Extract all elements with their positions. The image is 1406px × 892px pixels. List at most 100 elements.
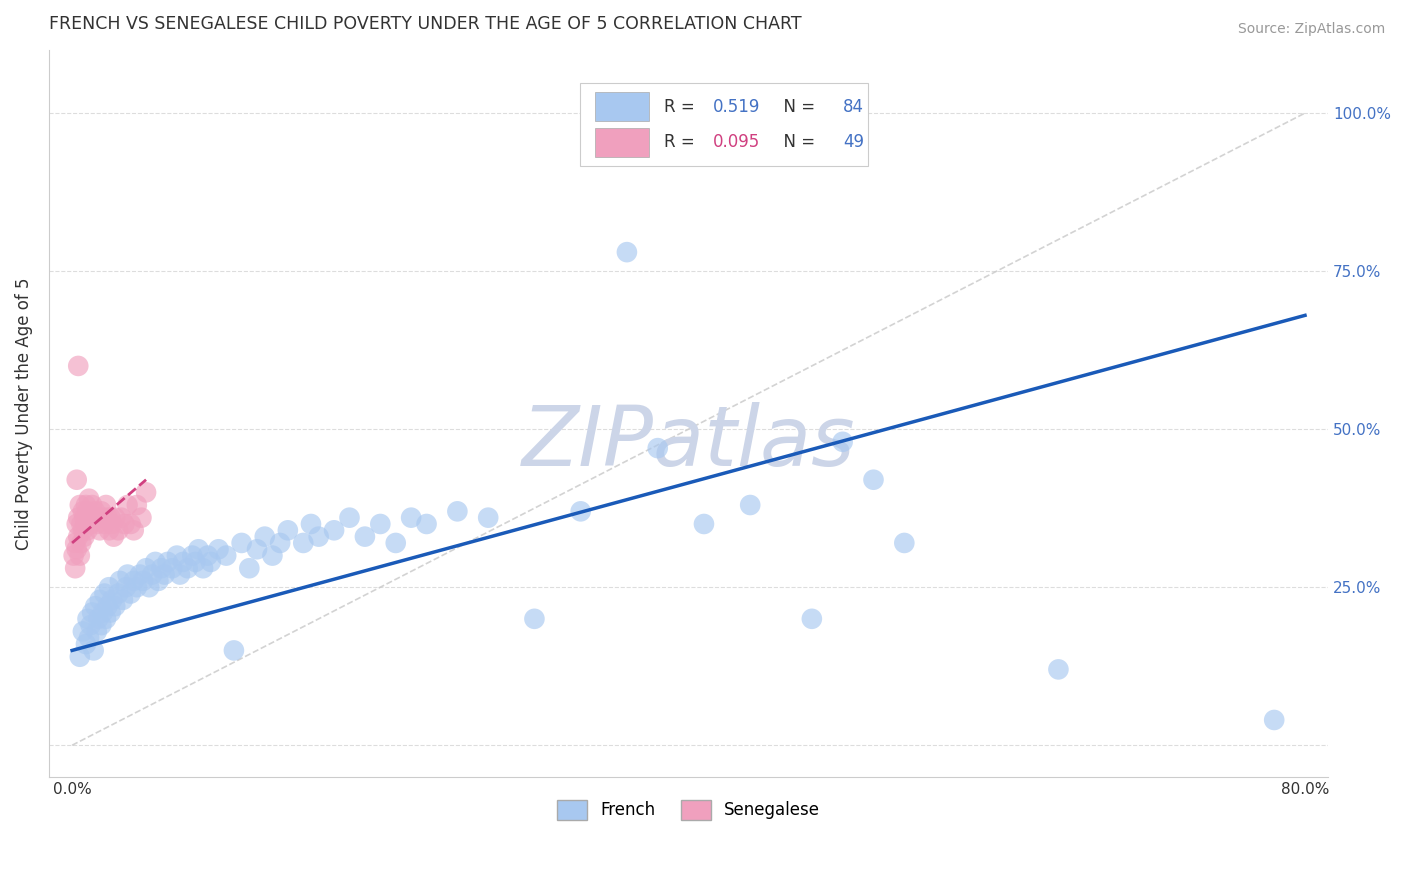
Text: Source: ZipAtlas.com: Source: ZipAtlas.com bbox=[1237, 22, 1385, 37]
Point bbox=[222, 643, 245, 657]
Point bbox=[339, 510, 361, 524]
Point bbox=[569, 504, 592, 518]
Point bbox=[87, 612, 110, 626]
Point bbox=[63, 536, 86, 550]
Point bbox=[101, 516, 124, 531]
Point bbox=[115, 580, 138, 594]
Point bbox=[63, 561, 86, 575]
Point bbox=[87, 510, 110, 524]
Point bbox=[108, 574, 131, 588]
Point bbox=[800, 612, 823, 626]
Point bbox=[125, 498, 148, 512]
Point bbox=[96, 510, 118, 524]
Point bbox=[117, 498, 139, 512]
Point bbox=[120, 516, 142, 531]
FancyBboxPatch shape bbox=[595, 92, 650, 121]
Point bbox=[66, 473, 89, 487]
Point bbox=[111, 592, 134, 607]
Point bbox=[184, 555, 207, 569]
Point bbox=[94, 612, 117, 626]
Point bbox=[292, 536, 315, 550]
Point bbox=[117, 567, 139, 582]
Point bbox=[197, 549, 219, 563]
Point bbox=[69, 498, 91, 512]
Text: N =: N = bbox=[773, 133, 820, 151]
Point bbox=[125, 580, 148, 594]
Text: R =: R = bbox=[664, 133, 700, 151]
Point bbox=[131, 510, 153, 524]
Point bbox=[93, 516, 115, 531]
FancyBboxPatch shape bbox=[595, 128, 650, 157]
Point bbox=[299, 516, 322, 531]
Point bbox=[86, 624, 108, 639]
Point bbox=[69, 549, 91, 563]
Point bbox=[384, 536, 406, 550]
Point bbox=[138, 580, 160, 594]
Point bbox=[187, 542, 209, 557]
Point bbox=[693, 516, 716, 531]
Point bbox=[89, 592, 111, 607]
Point bbox=[107, 586, 129, 600]
Point bbox=[200, 555, 222, 569]
Point bbox=[253, 530, 276, 544]
Point bbox=[73, 510, 96, 524]
Point bbox=[153, 567, 176, 582]
Point bbox=[162, 561, 184, 575]
Point bbox=[101, 592, 124, 607]
Point bbox=[176, 561, 198, 575]
Point bbox=[67, 530, 90, 544]
Point bbox=[69, 649, 91, 664]
Point bbox=[191, 561, 214, 575]
Point bbox=[148, 574, 170, 588]
Point bbox=[862, 473, 884, 487]
Point bbox=[82, 498, 104, 512]
Point bbox=[72, 624, 94, 639]
Text: FRENCH VS SENEGALESE CHILD POVERTY UNDER THE AGE OF 5 CORRELATION CHART: FRENCH VS SENEGALESE CHILD POVERTY UNDER… bbox=[49, 15, 801, 33]
Point bbox=[354, 530, 377, 544]
Point bbox=[66, 542, 89, 557]
Point bbox=[156, 555, 179, 569]
Point bbox=[166, 549, 188, 563]
FancyBboxPatch shape bbox=[579, 83, 868, 166]
Point bbox=[129, 567, 152, 582]
Point bbox=[141, 567, 163, 582]
Point bbox=[91, 510, 114, 524]
Point bbox=[84, 599, 107, 614]
Point bbox=[79, 618, 101, 632]
Point bbox=[76, 504, 98, 518]
Point bbox=[647, 441, 669, 455]
Point bbox=[84, 504, 107, 518]
Point bbox=[135, 561, 157, 575]
Point bbox=[616, 245, 638, 260]
Point bbox=[323, 524, 346, 538]
Point bbox=[269, 536, 291, 550]
Point bbox=[207, 542, 229, 557]
Point bbox=[98, 524, 121, 538]
Point bbox=[277, 524, 299, 538]
Point bbox=[446, 504, 468, 518]
Point bbox=[67, 359, 90, 373]
Point bbox=[96, 599, 118, 614]
Point bbox=[77, 631, 100, 645]
Point bbox=[893, 536, 915, 550]
Point bbox=[77, 510, 100, 524]
Point bbox=[150, 561, 173, 575]
Point bbox=[90, 618, 112, 632]
Point bbox=[415, 516, 437, 531]
Point bbox=[73, 530, 96, 544]
Point bbox=[143, 555, 166, 569]
Point bbox=[110, 510, 132, 524]
Point bbox=[94, 498, 117, 512]
Point bbox=[477, 510, 499, 524]
Point bbox=[169, 567, 191, 582]
Point bbox=[181, 549, 204, 563]
Point bbox=[76, 524, 98, 538]
Point bbox=[122, 524, 145, 538]
Point bbox=[523, 612, 546, 626]
Point bbox=[368, 516, 391, 531]
Point bbox=[75, 498, 97, 512]
Point bbox=[82, 606, 104, 620]
Point bbox=[107, 524, 129, 538]
Point bbox=[93, 586, 115, 600]
Point bbox=[67, 510, 90, 524]
